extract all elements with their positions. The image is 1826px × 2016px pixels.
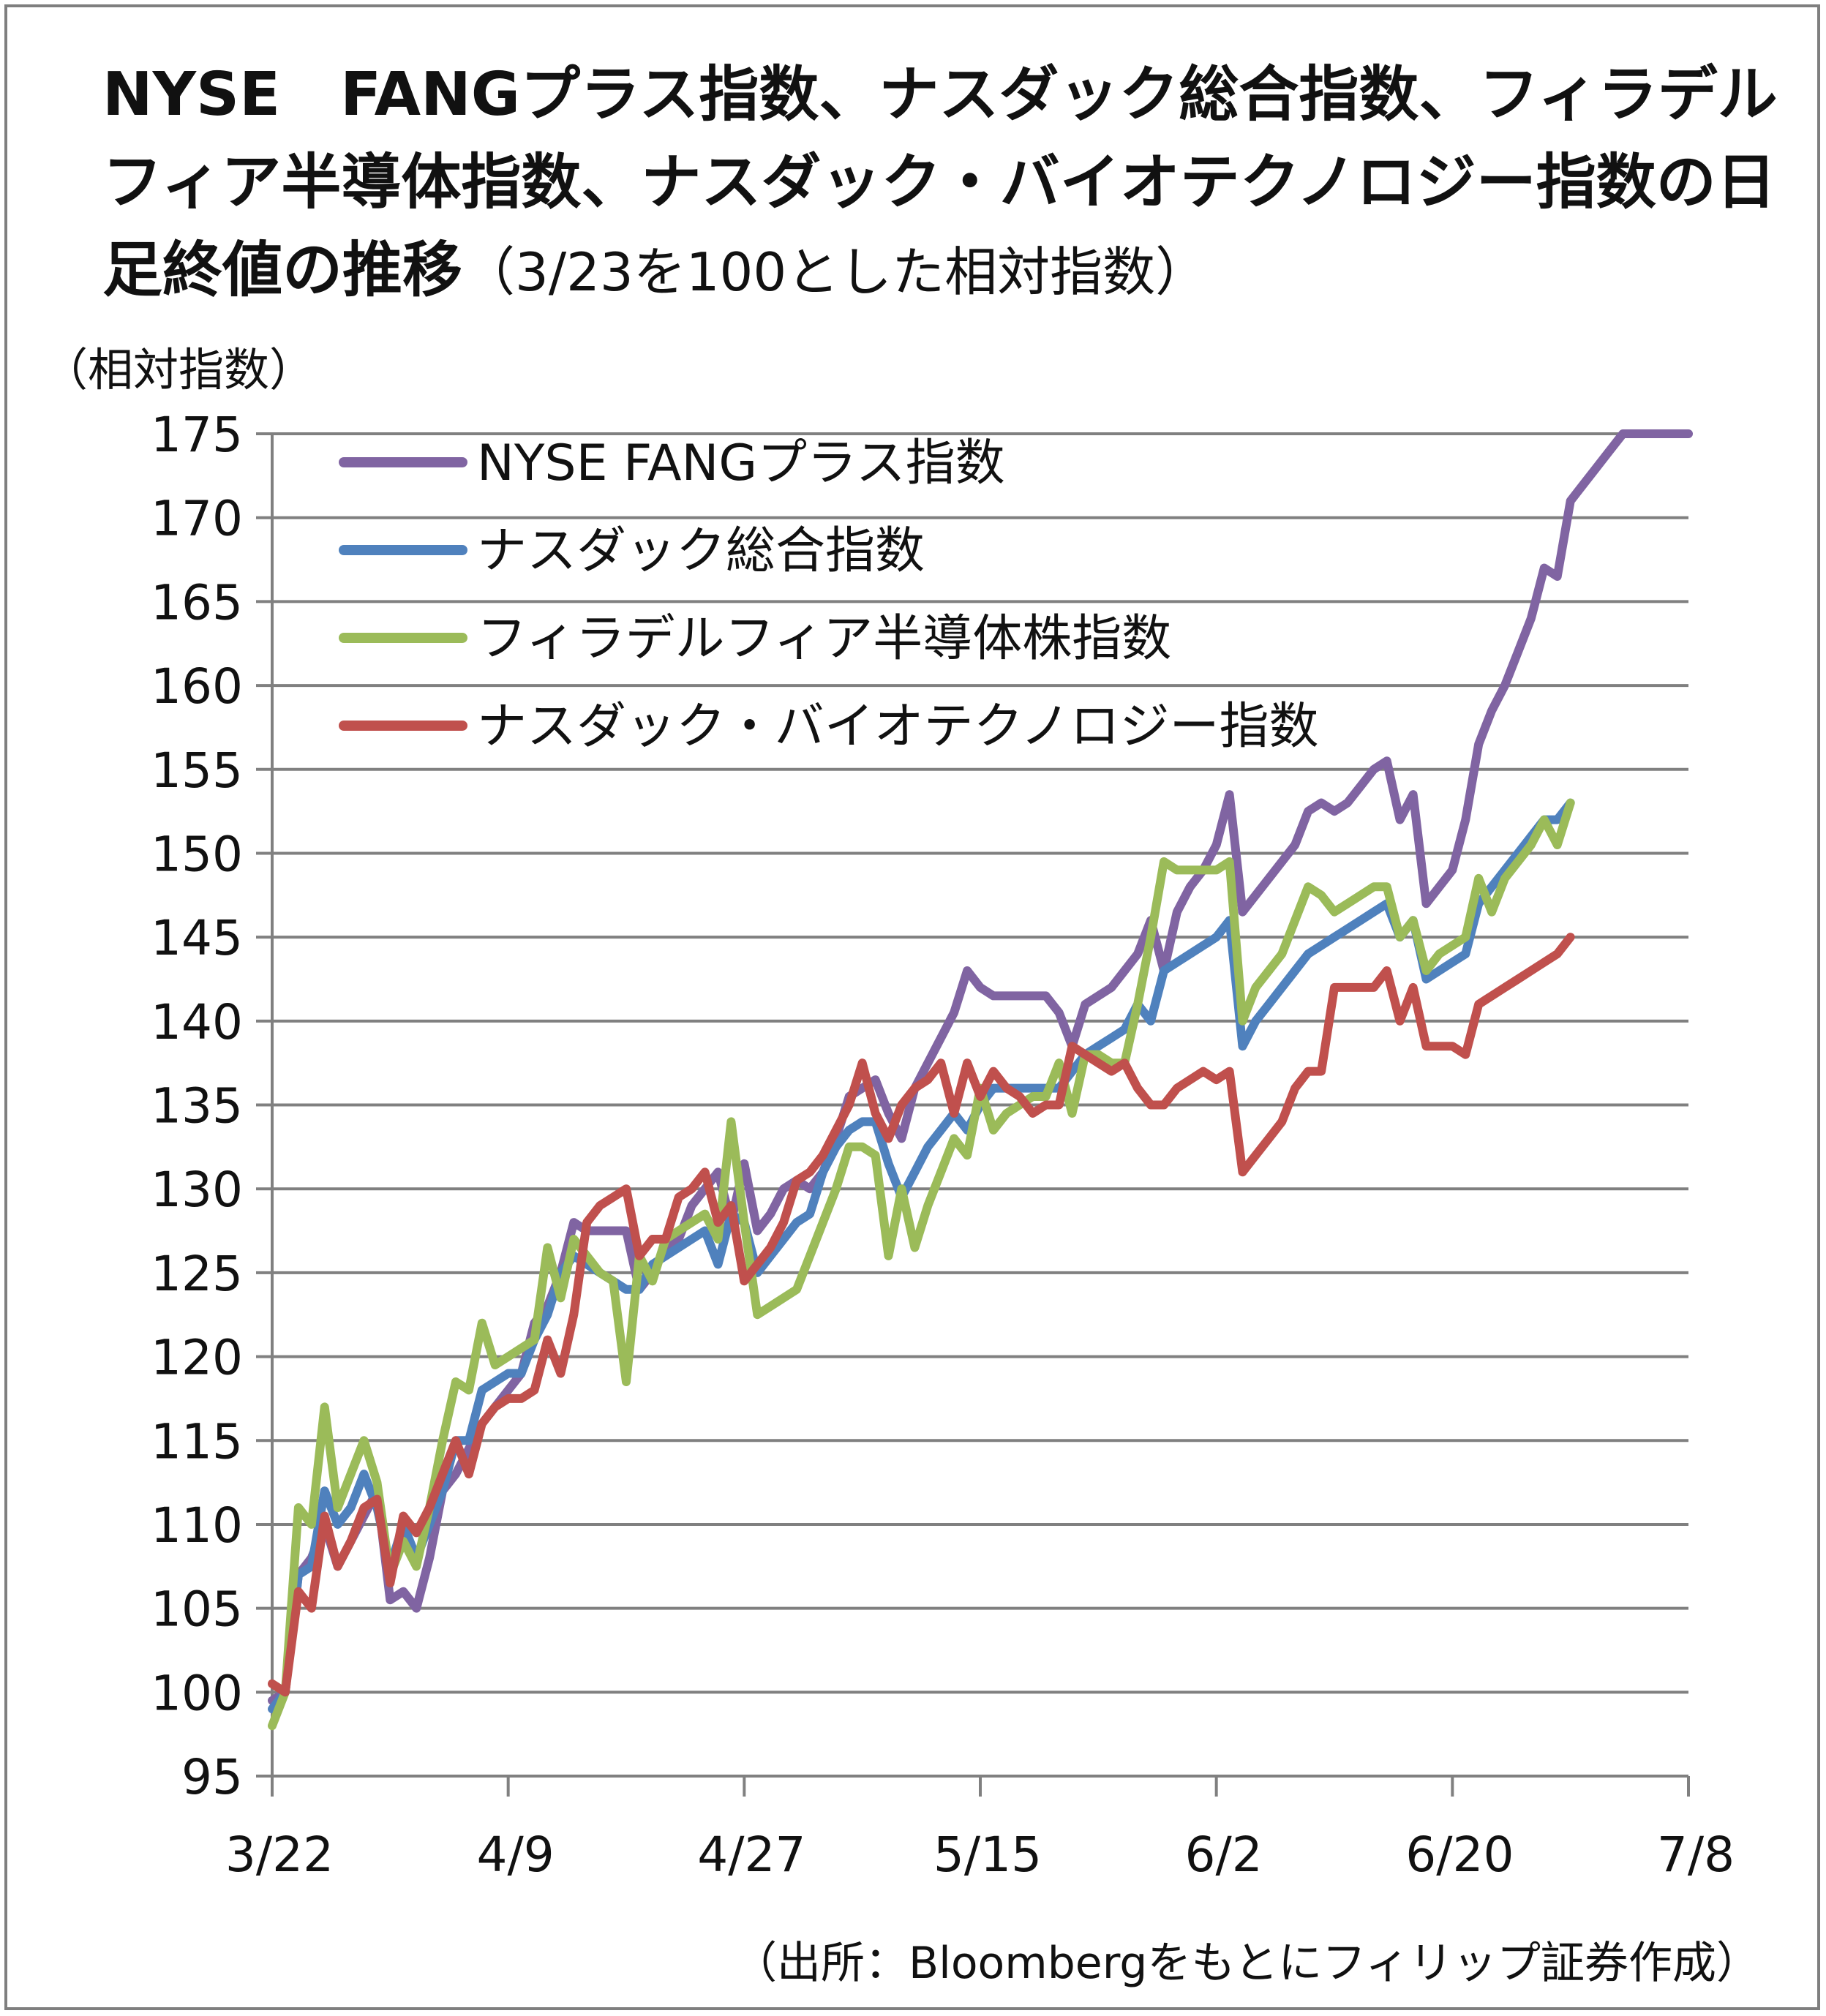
y-tick-label: 130: [151, 1162, 243, 1218]
y-tick-label: 170: [151, 491, 243, 547]
legend-label-2: ナスダック総合指数: [477, 522, 925, 580]
legend-label-4: ナスダック・バイオテクノロジー指数: [477, 698, 1319, 756]
legend-label-3: フィラデルフィア半導体株指数: [477, 610, 1171, 668]
y-tick-label: 120: [151, 1330, 243, 1386]
chart-title-sub: （3/23を100とした相対指数）: [462, 241, 1209, 303]
series-line-4: [268, 933, 1575, 1697]
chart-frame: [4, 4, 1820, 2010]
x-tick-label: 3/22: [225, 1827, 334, 1883]
y-tick-label: 115: [151, 1413, 243, 1470]
legend: NYSE FANGプラス指数ナスダック総合指数フィラデルフィア半導体株指数ナスダ…: [339, 435, 1319, 756]
x-tick-label: 6/2: [1185, 1827, 1263, 1883]
series-lines: [268, 429, 1693, 1731]
chart-title: NYSE FANGプラス指数、ナスダック総合指数、フィラデルフィア半導体指数、ナ…: [102, 51, 1785, 316]
chart-title-main: NYSE FANGプラス指数、ナスダック総合指数、フィラデルフィア半導体指数、ナ…: [102, 60, 1778, 305]
x-tick-label: 4/27: [697, 1827, 805, 1883]
y-axis-ticks: 95 100 105 110 115 120 125 130 135 140 145 150 155 16…: [151, 407, 272, 1805]
series-line-2: [268, 798, 1575, 1714]
x-axis: 3/22 4/9 4/27 5/15 6/2 6/20 7/8: [225, 434, 1735, 1883]
source-note: （出所：Bloombergをもとにフィリップ証券作成）: [733, 1938, 1760, 1989]
y-tick-label: 175: [151, 407, 243, 463]
x-tick-label: 6/20: [1405, 1827, 1514, 1883]
x-tick-label: 4/9: [477, 1827, 555, 1883]
y-tick-label: 160: [151, 658, 243, 715]
y-tick-label: 165: [151, 574, 243, 631]
y-axis-unit-label: （相対指数）: [42, 343, 315, 396]
y-tick-label: 150: [151, 826, 243, 882]
y-tick-label: 105: [151, 1581, 243, 1638]
series-line-3: [268, 798, 1575, 1731]
x-tick-label: 5/15: [933, 1827, 1042, 1883]
y-tick-label: 135: [151, 1078, 243, 1135]
y-tick-label: 110: [151, 1497, 243, 1554]
y-tick-label: 155: [151, 742, 243, 799]
series-line-1: [268, 429, 1693, 1705]
x-tick-label: 7/8: [1657, 1827, 1735, 1883]
y-tick-label: 145: [151, 910, 243, 966]
legend-label-1: NYSE FANGプラス指数: [477, 435, 1005, 492]
y-tick-label: 95: [181, 1749, 243, 1805]
y-tick-label: 125: [151, 1246, 243, 1302]
y-tick-label: 100: [151, 1665, 243, 1721]
y-tick-label: 140: [151, 994, 243, 1050]
